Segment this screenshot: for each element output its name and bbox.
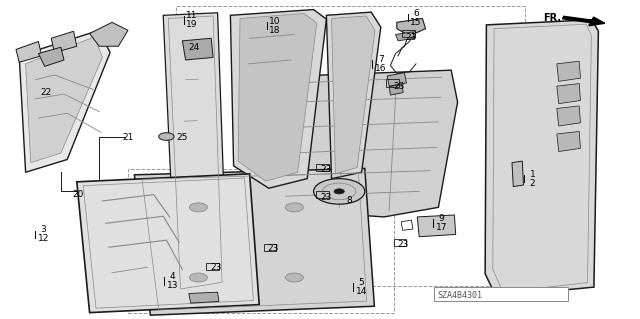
Polygon shape	[326, 12, 381, 179]
Polygon shape	[238, 13, 317, 181]
Text: 17: 17	[436, 223, 447, 232]
Polygon shape	[280, 70, 458, 217]
Text: 25: 25	[177, 133, 188, 142]
Text: 1: 1	[530, 170, 535, 179]
Polygon shape	[163, 13, 227, 293]
Text: 23: 23	[393, 82, 404, 91]
Polygon shape	[389, 85, 403, 95]
Polygon shape	[19, 30, 110, 172]
Text: 10: 10	[269, 17, 281, 26]
Text: 3: 3	[41, 226, 46, 234]
Polygon shape	[396, 32, 415, 41]
Text: 23: 23	[320, 193, 332, 202]
Polygon shape	[90, 22, 128, 46]
Polygon shape	[332, 16, 375, 174]
Polygon shape	[387, 73, 406, 86]
Polygon shape	[557, 61, 580, 81]
Polygon shape	[26, 37, 102, 163]
Circle shape	[285, 203, 303, 212]
Circle shape	[159, 133, 174, 140]
Circle shape	[334, 189, 344, 194]
Text: 6: 6	[413, 9, 419, 18]
Polygon shape	[485, 20, 598, 297]
Polygon shape	[557, 106, 580, 126]
Text: 2: 2	[530, 179, 535, 188]
Text: 9: 9	[439, 214, 444, 223]
Polygon shape	[182, 38, 213, 60]
Polygon shape	[397, 19, 426, 36]
Polygon shape	[134, 168, 374, 315]
Polygon shape	[16, 41, 42, 62]
Circle shape	[189, 203, 207, 212]
Polygon shape	[51, 31, 77, 53]
Polygon shape	[38, 47, 64, 66]
Text: 20: 20	[72, 190, 84, 199]
Text: 14: 14	[356, 287, 367, 296]
Polygon shape	[77, 174, 259, 313]
Circle shape	[314, 179, 365, 204]
Polygon shape	[557, 84, 580, 104]
Polygon shape	[230, 10, 326, 188]
Text: 23: 23	[320, 165, 332, 174]
Text: 24: 24	[188, 43, 200, 52]
Text: 5: 5	[359, 278, 364, 287]
Bar	[176, 6, 525, 286]
Circle shape	[189, 273, 207, 282]
Text: 15: 15	[410, 18, 422, 26]
Text: 12: 12	[38, 234, 49, 243]
Polygon shape	[417, 215, 456, 237]
Text: 23: 23	[397, 240, 409, 249]
Text: 8: 8	[346, 197, 351, 205]
Bar	[128, 169, 394, 313]
Text: 23: 23	[211, 263, 222, 272]
Polygon shape	[557, 131, 580, 152]
Text: 18: 18	[269, 26, 281, 34]
Polygon shape	[512, 161, 524, 187]
FancyArrow shape	[563, 16, 605, 26]
Text: 21: 21	[122, 133, 134, 142]
Text: 16: 16	[375, 64, 387, 73]
Text: 11: 11	[186, 11, 198, 20]
Text: 13: 13	[167, 281, 179, 290]
Text: 4: 4	[170, 272, 175, 281]
Text: FR.: FR.	[543, 12, 561, 23]
Text: SZA4B4301: SZA4B4301	[437, 291, 482, 300]
Circle shape	[285, 273, 303, 282]
Bar	[434, 287, 568, 301]
Text: 23: 23	[405, 33, 417, 42]
Text: 7: 7	[378, 55, 383, 64]
Text: 23: 23	[268, 244, 279, 253]
Text: 19: 19	[186, 20, 198, 29]
Polygon shape	[189, 292, 219, 303]
Text: 22: 22	[40, 88, 52, 97]
